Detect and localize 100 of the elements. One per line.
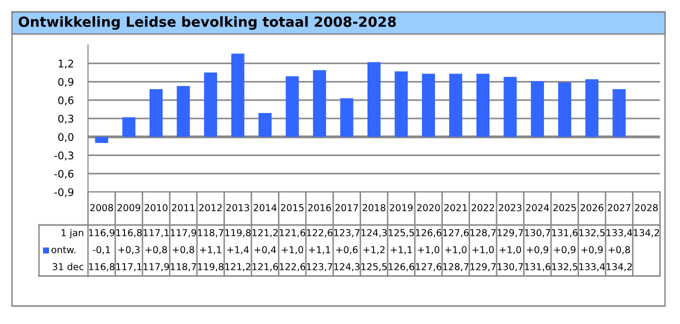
bar [394,71,408,137]
x-tick-label: 2026 [580,204,604,212]
text: 119,8 [198,263,224,272]
text: 121,2 [252,229,278,238]
x-tick-label: 2020 [417,204,440,212]
x-tick-label: 2017 [335,204,358,212]
bar [204,72,218,137]
x-tick-label: 2015 [280,204,304,212]
x-tick-label: 2009 [118,204,140,212]
text: 117,9 [170,229,196,238]
text: 117,1 [144,229,169,238]
bar [231,54,244,137]
bar [585,79,598,137]
text: 133,4 [606,229,632,238]
data-label: +0,9 [526,246,548,254]
x-tick-label: 2027 [608,204,630,212]
data-label: +1,4 [227,246,249,254]
data-label: +0,4 [254,246,276,254]
text: 118,7 [170,263,196,272]
bar [530,81,544,137]
bar [286,76,299,137]
text: 124,3 [362,229,387,238]
x-tick-label: 2022 [472,204,494,212]
data-label: +1,0 [472,246,494,254]
text: 128,7 [470,229,496,238]
text: 124,3 [334,263,360,272]
bar [449,74,462,137]
x-tick-label: 2021 [444,204,467,212]
bar [258,112,272,137]
data-label: +0,8 [172,246,194,254]
text: 123,7 [307,263,332,272]
bar [122,117,136,137]
data-label: +0,3 [118,246,140,254]
text: 134,2 [606,263,632,272]
x-tick-label: 2016 [308,204,331,212]
text: 131,6 [524,263,550,272]
text: 127,6 [416,263,442,272]
text: 129,7 [498,229,523,238]
data-label: +1,0 [282,246,304,254]
y-tick-label: 0,9 [58,78,74,87]
data-label: +0,6 [336,246,358,254]
x-tick-label: 2028 [635,204,658,212]
text: 118,7 [198,229,224,238]
y-tick-label: 0,6 [58,96,74,106]
text: 121,2 [225,263,250,272]
text: 122,6 [307,229,332,238]
text: 125,5 [388,229,414,238]
text: 123,7 [334,229,360,238]
x-tick-label: 2012 [199,204,222,212]
text: 125,5 [362,263,387,272]
legend-label: ontw. [52,246,76,254]
data-label: +1,0 [445,246,467,254]
text: 119,8 [225,229,251,238]
text: 131,6 [552,229,578,238]
x-tick-label: 2023 [498,204,522,212]
chart-title: Ontwikkeling Leidse bevolking totaal 2008-2028 [18,16,396,30]
data-label: +0,8 [608,246,630,254]
data-label: +1,1 [200,246,222,254]
bar [422,74,436,137]
text: 116,8 [116,229,142,238]
bar [367,62,381,137]
bar [95,136,108,143]
text: 130,7 [524,229,550,238]
x-tick-label: 2011 [172,204,194,212]
text: 117,1 [116,263,142,272]
bar [340,98,354,137]
bar [476,74,490,137]
y-tick-label: -0,3 [54,151,74,160]
text: 121,6 [252,263,278,272]
y-tick-label: 0,0 [58,133,74,142]
x-tick-label: 2018 [362,204,386,212]
text: 1 jan [62,228,84,238]
x-tick-label: 2014 [254,204,277,212]
y-tick-label: 1,2 [58,60,74,69]
text: 134,2 [634,229,659,238]
text: 132,5 [552,263,578,272]
text: 128,7 [443,263,468,272]
bar [176,86,190,137]
text: 126,6 [388,263,414,272]
data-label: +1,1 [390,246,412,254]
data-label: +0,9 [581,246,603,254]
text: 130,7 [498,263,523,272]
x-tick-label: 2019 [390,204,413,212]
text: 117,9 [144,263,169,272]
bar [558,82,572,137]
bar [312,70,326,137]
bar [150,89,163,137]
y-tick-label: -0,6 [54,170,74,179]
data-label: +1,1 [309,246,330,254]
text: 127,6 [443,229,469,238]
x-tick-label: 2010 [144,204,168,212]
data-label: +0,9 [554,246,576,254]
data-label: +1,0 [500,246,522,254]
x-tick-label: 2025 [553,204,576,212]
bar [612,89,626,137]
text: 116,9 [89,229,114,238]
data-label: +1,2 [364,246,385,254]
text: 126,6 [416,229,442,238]
text: 133,4 [579,263,605,272]
text: 121,6 [280,229,306,238]
